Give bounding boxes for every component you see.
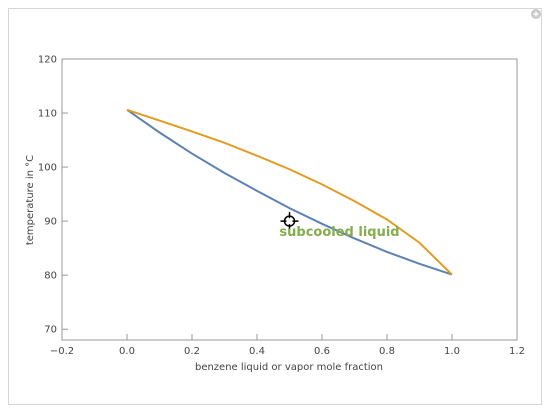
locator[interactable]	[280, 212, 299, 231]
series-line	[126, 108, 453, 276]
x-tick-label: −0.2	[50, 346, 74, 357]
plot-frame	[61, 58, 518, 341]
x-axis-label: benzene liquid or vapor mole fraction	[195, 362, 383, 373]
y-tick-label: 70	[44, 325, 57, 336]
x-tick-label: 0.4	[249, 346, 265, 357]
y-tick-label: 110	[38, 109, 57, 120]
series-line	[126, 108, 453, 276]
options-button[interactable]	[531, 9, 541, 19]
y-tick-label: 80	[44, 271, 57, 282]
x-tick-label: 0.8	[379, 346, 395, 357]
panel	[8, 8, 542, 405]
x-tick-label: 0.0	[119, 346, 135, 357]
x-tick-label: 0.6	[314, 346, 330, 357]
x-tick-label: 1.2	[509, 346, 525, 357]
x-tick-label: 1.0	[444, 346, 460, 357]
y-axis-label: temperature in °C	[25, 155, 36, 245]
locator-cross	[280, 212, 299, 231]
y-tick-label: 90	[44, 217, 57, 228]
annotation: subcooled liquid	[279, 225, 399, 240]
x-tick-label: 0.2	[184, 346, 200, 357]
y-tick-label: 100	[38, 163, 57, 174]
y-tick-label: 120	[38, 55, 57, 66]
